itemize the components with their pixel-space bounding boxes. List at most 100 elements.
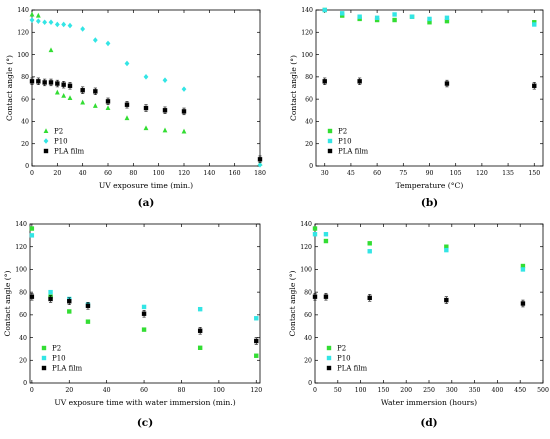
data-point: [427, 20, 432, 25]
legend-label: PLA film: [52, 365, 83, 373]
x-tick-label: 0: [30, 170, 34, 177]
data-point: [162, 127, 168, 133]
x-tick-label: 300: [446, 387, 458, 394]
series-pla-film: [312, 292, 526, 308]
x-tick-label: 30: [321, 170, 329, 177]
data-point: [85, 319, 91, 324]
data-point: [80, 88, 85, 93]
legend-label: PLA film: [338, 148, 369, 156]
data-point: [85, 303, 91, 308]
x-tick-label: 160: [229, 170, 241, 177]
data-point: [444, 18, 450, 24]
data-point: [444, 244, 449, 249]
legend-marker: [41, 345, 47, 351]
x-tick-label: 120: [178, 170, 190, 177]
y-axis-label: Contact angle (°): [289, 55, 298, 121]
data-point: [444, 81, 450, 86]
data-point: [54, 21, 60, 28]
y-tick-label: 60: [304, 312, 312, 319]
data-point: [254, 338, 259, 344]
y-tick-label: 40: [21, 119, 29, 126]
data-point: [367, 249, 372, 254]
x-axis-label: UV exposure time (min.): [99, 181, 193, 190]
y-tick-label: 120: [301, 29, 313, 36]
y-tick-label: 40: [19, 335, 27, 342]
data-point: [35, 18, 41, 24]
data-point: [323, 294, 329, 299]
y-tick-label: 60: [21, 96, 29, 103]
data-point: [42, 19, 48, 26]
data-point: [532, 83, 537, 88]
chart-panel-2: 30 45 60 75 90 105 120 135 150 0 20 40 60 80 100 120 140…: [289, 7, 544, 209]
data-point: [257, 162, 263, 168]
data-point: [36, 79, 41, 84]
data-point: [254, 316, 259, 321]
x-tick-label: 250: [423, 387, 435, 394]
data-point: [143, 74, 149, 80]
data-point: [357, 16, 362, 22]
chart-panel-3: 0 20 40 60 80 100 120 0 20 40 60 80 100 120 140 UV expo…: [3, 221, 262, 429]
data-point: [322, 79, 327, 84]
data-point: [29, 226, 35, 231]
data-point: [67, 309, 72, 314]
data-point: [35, 12, 41, 18]
x-tick-label: 40: [79, 170, 87, 177]
data-point: [392, 12, 397, 17]
series-pla-film: [322, 77, 537, 90]
data-point: [61, 21, 67, 28]
data-point: [80, 26, 86, 32]
y-tick-label: 100: [17, 52, 29, 59]
legend-marker: [327, 138, 333, 144]
data-point: [48, 289, 53, 295]
x-tick-label: 45: [347, 170, 355, 177]
x-tick-label: 350: [469, 387, 481, 394]
data-point: [92, 103, 98, 108]
data-point: [124, 115, 130, 121]
x-tick-label: 180: [254, 170, 266, 177]
data-point: [162, 108, 168, 113]
series-pla-film: [29, 292, 259, 345]
data-point: [67, 22, 73, 29]
x-axis-label: Water immersion (hours): [381, 398, 477, 407]
legend-label: P10: [52, 355, 66, 363]
chart-panel-1: 0 20 40 60 80 100 120 140 160 180 0 20 40 60 80 100 120 1…: [5, 7, 266, 209]
y-tick-label: 0: [309, 163, 313, 170]
data-point: [322, 7, 327, 13]
x-tick-label: 200: [400, 387, 412, 394]
data-point: [197, 306, 203, 312]
data-point: [374, 15, 380, 20]
legend-marker: [41, 365, 47, 371]
data-point: [357, 14, 362, 19]
x-axis-label: Temperature (°C): [396, 181, 464, 190]
series-pla-film: [29, 77, 263, 163]
y-tick-label: 0: [25, 163, 29, 170]
data-point: [29, 294, 35, 299]
y-tick-label: 20: [304, 357, 312, 364]
data-point: [181, 86, 187, 92]
x-tick-label: 60: [373, 170, 381, 177]
data-point: [141, 327, 147, 332]
data-point: [55, 81, 60, 86]
y-tick-label: 40: [304, 335, 312, 342]
y-tick-label: 80: [305, 74, 313, 81]
data-point: [105, 99, 111, 104]
legend-label: P2: [338, 128, 347, 136]
data-point: [312, 232, 318, 237]
data-point: [93, 89, 98, 94]
y-tick-label: 100: [301, 52, 313, 59]
legend-marker: [43, 138, 49, 144]
y-tick-label: 80: [304, 289, 312, 296]
x-tick-label: 20: [53, 170, 61, 177]
y-tick-label: 80: [19, 289, 27, 296]
legend-label: PLA film: [54, 148, 85, 156]
panel-label: (a): [138, 197, 155, 209]
data-point: [162, 77, 168, 83]
data-point: [105, 105, 111, 111]
x-tick-label: 105: [450, 170, 462, 177]
x-tick-label: 0: [30, 387, 34, 394]
data-point: [92, 37, 98, 43]
x-tick-label: 50: [334, 387, 342, 394]
y-tick-label: 100: [300, 267, 312, 274]
data-point: [520, 301, 526, 306]
y-tick-label: 100: [15, 267, 27, 274]
